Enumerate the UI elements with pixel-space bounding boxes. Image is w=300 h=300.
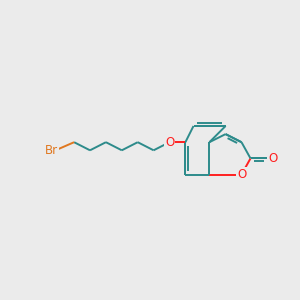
Text: O: O	[165, 136, 174, 149]
Text: Br: Br	[44, 144, 58, 157]
Text: O: O	[268, 152, 278, 165]
Text: O: O	[237, 168, 246, 181]
